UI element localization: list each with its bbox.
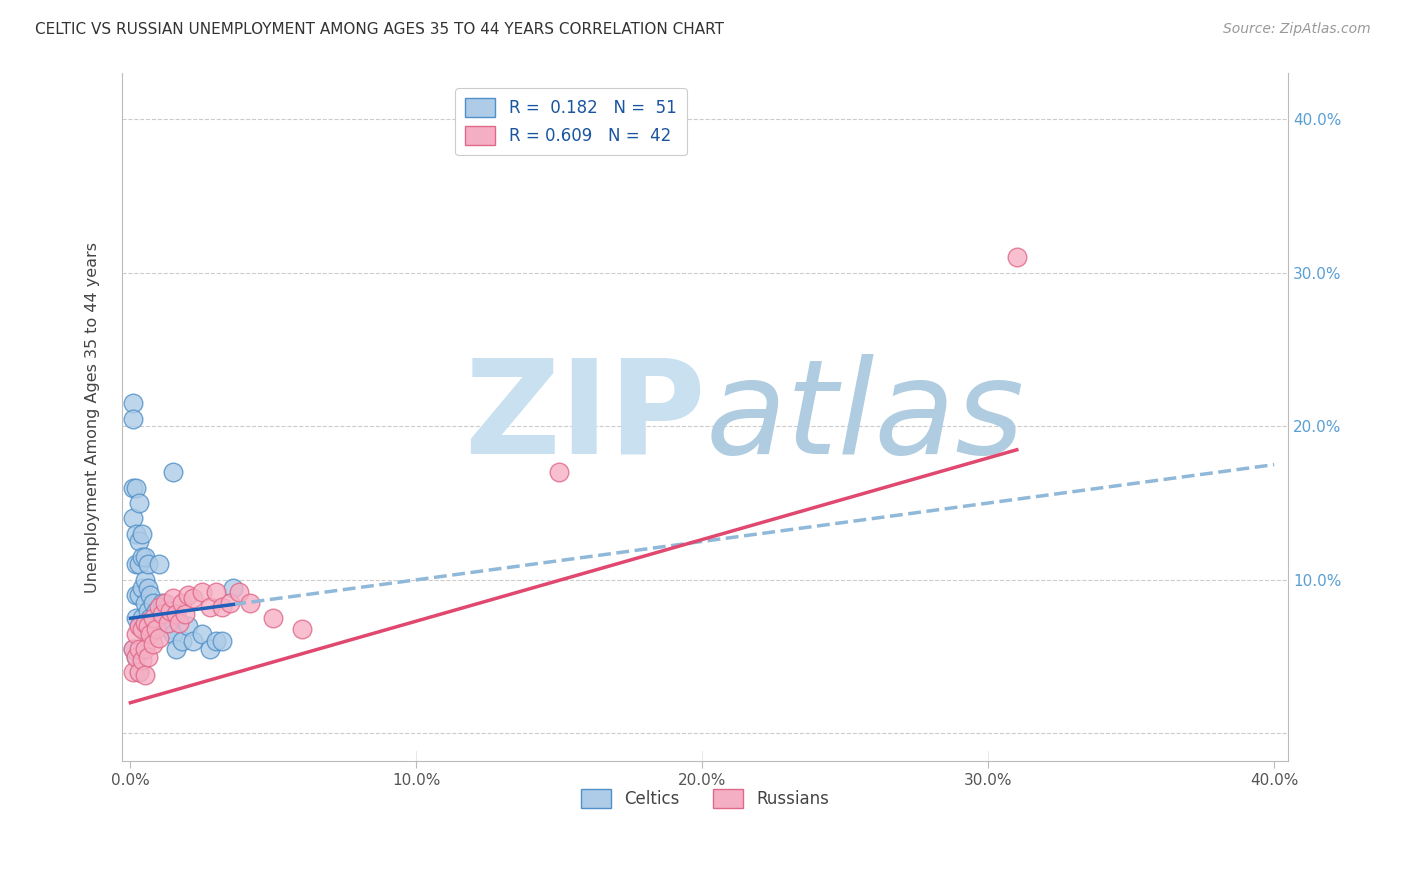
- Point: [142, 637, 165, 651]
- Point: [191, 626, 214, 640]
- Point: [128, 642, 150, 657]
- Point: [162, 466, 184, 480]
- Point: [142, 596, 165, 610]
- Point: [136, 619, 159, 633]
- Point: [548, 466, 571, 480]
- Point: [162, 591, 184, 606]
- Point: [211, 600, 233, 615]
- Point: [162, 626, 184, 640]
- Point: [205, 585, 228, 599]
- Point: [156, 615, 179, 630]
- Point: [128, 665, 150, 679]
- Point: [181, 634, 204, 648]
- Point: [131, 549, 153, 564]
- Point: [128, 619, 150, 633]
- Point: [239, 596, 262, 610]
- Point: [134, 619, 156, 633]
- Point: [125, 611, 148, 625]
- Point: [1005, 250, 1028, 264]
- Point: [125, 588, 148, 602]
- Point: [128, 619, 150, 633]
- Point: [136, 558, 159, 572]
- Point: [131, 611, 153, 625]
- Point: [136, 626, 159, 640]
- Point: [139, 626, 162, 640]
- Point: [136, 581, 159, 595]
- Point: [228, 585, 250, 599]
- Y-axis label: Unemployment Among Ages 35 to 44 years: Unemployment Among Ages 35 to 44 years: [86, 242, 100, 592]
- Point: [191, 585, 214, 599]
- Point: [222, 581, 245, 595]
- Point: [219, 596, 242, 610]
- Point: [128, 534, 150, 549]
- Point: [153, 603, 176, 617]
- Point: [134, 549, 156, 564]
- Point: [128, 588, 150, 602]
- Point: [145, 603, 167, 617]
- Point: [122, 642, 145, 657]
- Point: [153, 596, 176, 610]
- Point: [134, 642, 156, 657]
- Point: [131, 581, 153, 595]
- Point: [173, 607, 195, 621]
- Point: [122, 642, 145, 657]
- Point: [122, 665, 145, 679]
- Point: [125, 526, 148, 541]
- Point: [156, 615, 179, 630]
- Point: [122, 396, 145, 410]
- Point: [122, 511, 145, 525]
- Point: [176, 619, 198, 633]
- Point: [167, 615, 190, 630]
- Point: [148, 611, 170, 625]
- Point: [128, 558, 150, 572]
- Point: [165, 642, 187, 657]
- Point: [125, 649, 148, 664]
- Point: [148, 631, 170, 645]
- Point: [131, 622, 153, 636]
- Point: [134, 668, 156, 682]
- Point: [142, 611, 165, 625]
- Text: atlas: atlas: [706, 353, 1024, 481]
- Text: ZIP: ZIP: [464, 353, 706, 481]
- Point: [150, 607, 173, 621]
- Point: [148, 558, 170, 572]
- Point: [131, 653, 153, 667]
- Point: [134, 573, 156, 587]
- Point: [142, 619, 165, 633]
- Point: [128, 665, 150, 679]
- Point: [150, 596, 173, 610]
- Point: [159, 603, 181, 617]
- Point: [128, 496, 150, 510]
- Point: [291, 622, 314, 636]
- Point: [125, 626, 148, 640]
- Point: [170, 596, 193, 610]
- Point: [139, 611, 162, 625]
- Point: [136, 649, 159, 664]
- Point: [125, 481, 148, 495]
- Point: [139, 588, 162, 602]
- Point: [134, 615, 156, 630]
- Point: [176, 588, 198, 602]
- Point: [125, 649, 148, 664]
- Point: [122, 481, 145, 495]
- Point: [125, 558, 148, 572]
- Point: [205, 634, 228, 648]
- Legend: Celtics, Russians: Celtics, Russians: [574, 782, 837, 814]
- Point: [148, 600, 170, 615]
- Point: [159, 622, 181, 636]
- Text: Source: ZipAtlas.com: Source: ZipAtlas.com: [1223, 22, 1371, 37]
- Point: [122, 411, 145, 425]
- Point: [181, 591, 204, 606]
- Point: [170, 634, 193, 648]
- Point: [211, 634, 233, 648]
- Point: [136, 603, 159, 617]
- Point: [200, 600, 222, 615]
- Point: [262, 611, 284, 625]
- Point: [200, 642, 222, 657]
- Text: CELTIC VS RUSSIAN UNEMPLOYMENT AMONG AGES 35 TO 44 YEARS CORRELATION CHART: CELTIC VS RUSSIAN UNEMPLOYMENT AMONG AGE…: [35, 22, 724, 37]
- Point: [134, 596, 156, 610]
- Point: [165, 607, 187, 621]
- Point: [145, 622, 167, 636]
- Point: [131, 526, 153, 541]
